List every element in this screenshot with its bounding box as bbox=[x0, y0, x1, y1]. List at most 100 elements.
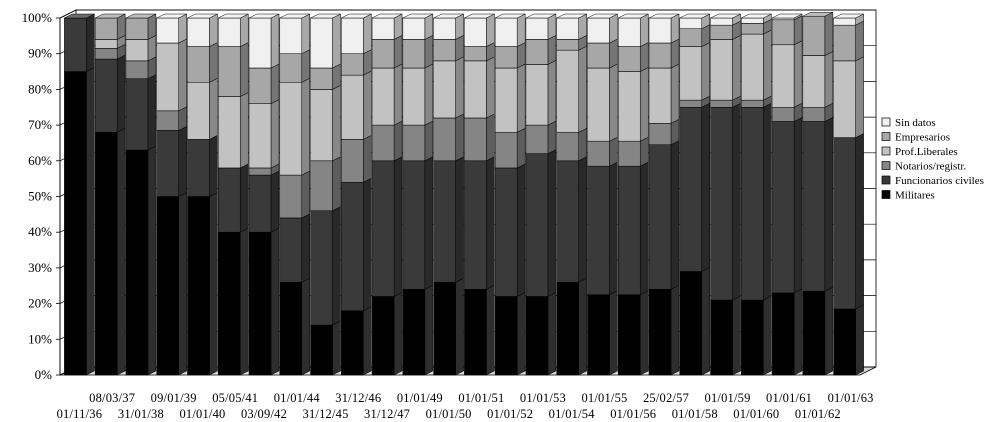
bar-side bbox=[363, 306, 372, 376]
bar-segment bbox=[125, 74, 157, 151]
bar-segment bbox=[741, 295, 772, 376]
bar-side bbox=[486, 13, 495, 47]
bar-side bbox=[301, 49, 311, 83]
bar-side bbox=[332, 13, 341, 69]
x-tick-label: 01/01/60 bbox=[733, 407, 779, 421]
bar-front bbox=[279, 53, 303, 83]
bar-side bbox=[178, 126, 187, 197]
bar-front bbox=[217, 96, 241, 169]
x-tick-label: 01/01/58 bbox=[672, 407, 718, 421]
bar-front bbox=[648, 17, 672, 44]
bar-segment bbox=[771, 117, 803, 294]
bar-front bbox=[494, 67, 518, 133]
bar-front bbox=[341, 181, 364, 311]
bar-front bbox=[833, 60, 856, 138]
bar-side bbox=[547, 149, 557, 297]
legend-swatch bbox=[881, 190, 891, 199]
bar-side bbox=[547, 35, 557, 65]
bar-side bbox=[824, 286, 834, 376]
bar-side bbox=[855, 20, 864, 62]
bar-column bbox=[648, 13, 680, 376]
bar-side bbox=[486, 113, 495, 162]
bar-segment bbox=[556, 45, 587, 133]
bar-segment bbox=[741, 13, 772, 24]
bar-front bbox=[341, 139, 364, 183]
bar-front bbox=[679, 99, 703, 108]
bar-front bbox=[248, 174, 272, 233]
bar-side bbox=[424, 63, 434, 126]
bar-column bbox=[279, 13, 311, 376]
bar-segment bbox=[279, 277, 311, 376]
bar-column bbox=[248, 13, 280, 376]
bar-front bbox=[64, 17, 87, 72]
bar-side bbox=[609, 136, 618, 167]
bar-front bbox=[371, 296, 395, 376]
bar-segment bbox=[494, 127, 526, 169]
y-tick-label: 50% bbox=[28, 189, 52, 204]
y-tick-label: 80% bbox=[28, 81, 52, 96]
bar-side bbox=[609, 13, 618, 44]
bar-front bbox=[310, 160, 333, 212]
bar-front bbox=[741, 17, 764, 24]
bar-side bbox=[609, 161, 618, 296]
bar-front bbox=[310, 89, 333, 162]
bar-column bbox=[556, 13, 587, 376]
bar-front bbox=[248, 231, 272, 376]
bar-segment bbox=[125, 145, 157, 376]
bar-front bbox=[741, 99, 764, 108]
bar-front bbox=[310, 210, 333, 326]
y-tick-label: 20% bbox=[28, 296, 52, 311]
legend-item: Funcionarios civiles bbox=[881, 175, 984, 187]
bar-front bbox=[248, 167, 272, 176]
bar-segment bbox=[679, 42, 711, 101]
bar-front bbox=[802, 15, 826, 56]
bar-front bbox=[187, 196, 210, 376]
bar-side bbox=[178, 13, 187, 44]
bar-front bbox=[279, 281, 303, 376]
bar-side bbox=[363, 70, 372, 140]
bar-front bbox=[279, 17, 303, 54]
bar-segment bbox=[341, 306, 372, 376]
bar-front bbox=[464, 60, 487, 119]
bar-front bbox=[617, 46, 641, 72]
bar-side bbox=[670, 140, 680, 290]
bar-side bbox=[239, 92, 249, 169]
bar-front bbox=[587, 17, 610, 44]
bar-segment bbox=[587, 63, 618, 142]
bar-top bbox=[218, 13, 249, 19]
bar-top bbox=[402, 13, 433, 19]
bar-segment bbox=[433, 277, 464, 376]
bar-side bbox=[270, 63, 280, 105]
bar-side bbox=[393, 63, 403, 126]
bar-segment bbox=[279, 13, 311, 55]
bar-front bbox=[248, 67, 272, 104]
bar-side bbox=[424, 156, 434, 290]
bars bbox=[64, 11, 864, 376]
bar-side bbox=[363, 134, 372, 183]
gridline bbox=[59, 9, 876, 19]
x-tick-label: 09/01/39 bbox=[151, 391, 197, 405]
bar-front bbox=[525, 39, 549, 65]
bar-segment bbox=[310, 156, 341, 212]
bar-segment bbox=[710, 295, 741, 376]
bar-front bbox=[402, 17, 426, 40]
bar-segment bbox=[587, 161, 618, 296]
bar-side bbox=[578, 127, 587, 162]
bar-column bbox=[741, 13, 772, 376]
bar-front bbox=[802, 55, 826, 108]
y-tick-label: 70% bbox=[28, 117, 52, 132]
bar-top bbox=[771, 13, 803, 19]
legend-item: Sin datos bbox=[881, 117, 936, 129]
bar-segment bbox=[464, 113, 495, 162]
x-axis: 08/03/37 09/01/39 05/05/41 01/01/44 31/12/46… bbox=[57, 391, 874, 421]
bar-segment bbox=[802, 11, 834, 56]
bar-segment bbox=[248, 99, 280, 169]
bar-segment bbox=[279, 170, 311, 219]
bar-front bbox=[648, 144, 672, 290]
legend-label: Funcionarios civiles bbox=[895, 175, 984, 187]
bar-front bbox=[464, 289, 487, 376]
bar-segment bbox=[648, 38, 680, 69]
bar-side bbox=[455, 56, 464, 119]
bar-front bbox=[248, 103, 272, 169]
